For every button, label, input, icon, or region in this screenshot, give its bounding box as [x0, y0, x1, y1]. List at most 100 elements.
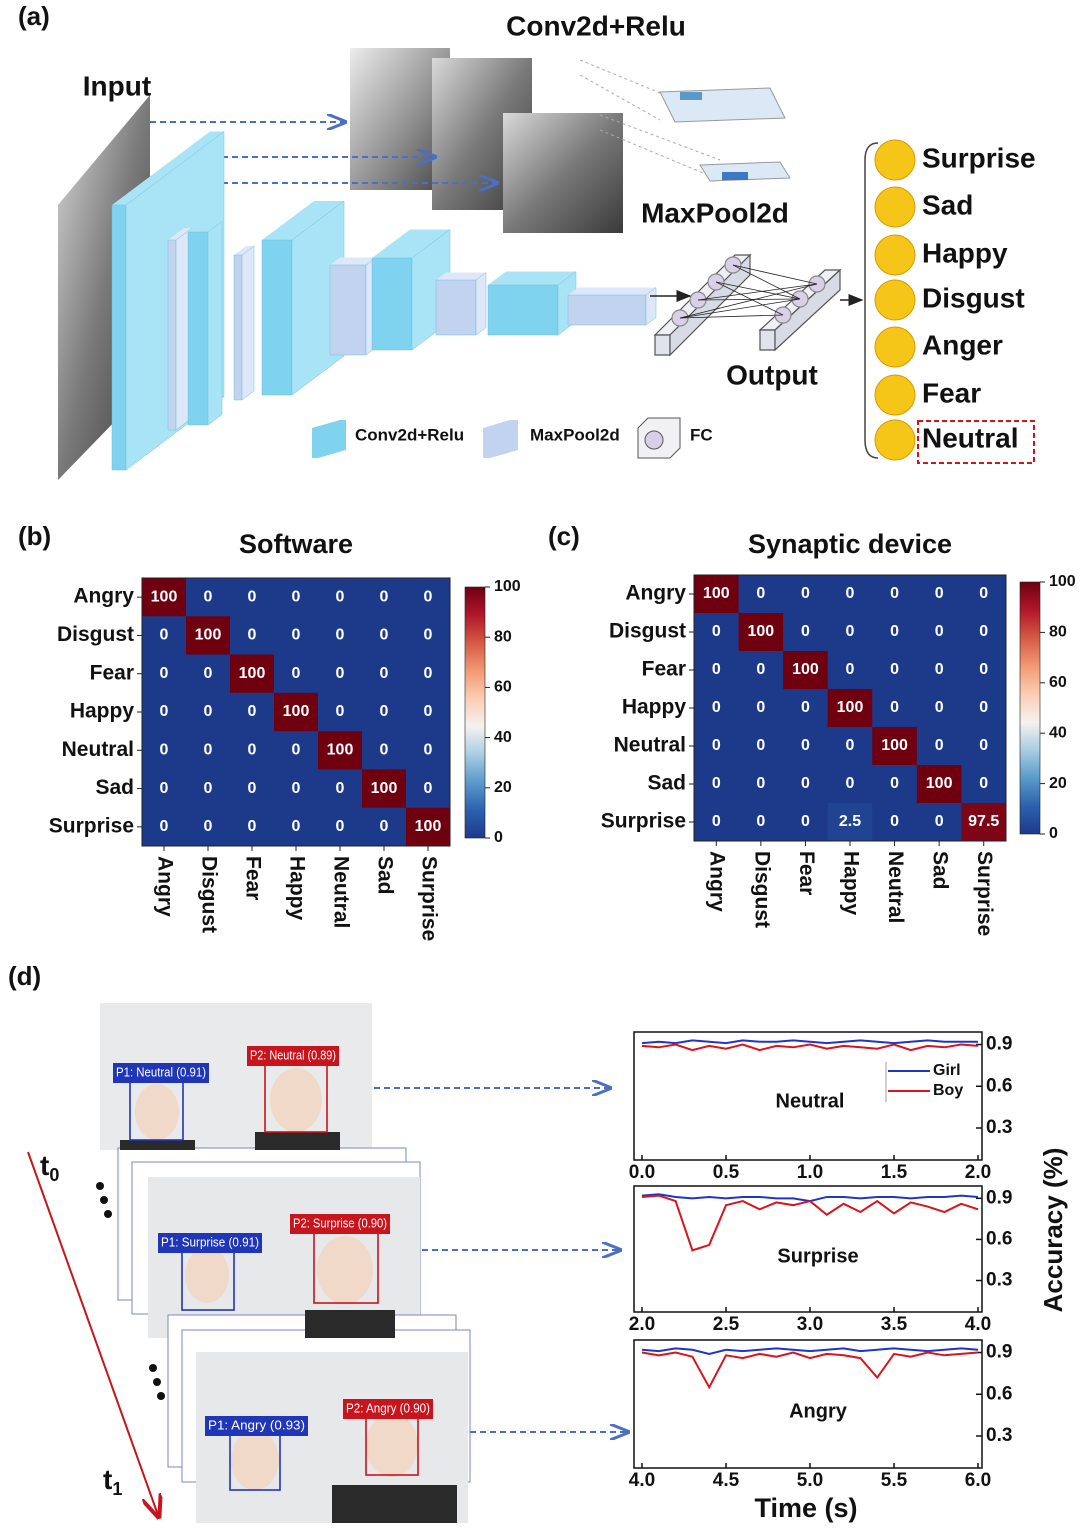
conv-title: Conv2d+Relu: [506, 10, 686, 41]
heatmap-cell: [406, 692, 451, 732]
heatmap-cell: [230, 654, 275, 694]
heatmap-cell: [827, 765, 873, 804]
heatmap-cell: [872, 613, 918, 652]
heatmap-cell: [783, 803, 829, 842]
heatmap-cell: [872, 575, 918, 614]
cell-label: 0: [712, 813, 721, 830]
heatmap-cell: [318, 731, 363, 770]
x-category: Fear: [795, 851, 818, 895]
colorbar-label: 0: [1049, 825, 1058, 842]
cell-label: 0: [712, 661, 721, 678]
x-tick-label: 3.0: [797, 1314, 823, 1335]
cell-label: 0: [979, 775, 988, 792]
heatmap-cell: [274, 654, 319, 694]
heatmap-cell: [961, 765, 1007, 804]
heatmap-cell: [274, 578, 319, 617]
output-label: Output: [726, 359, 818, 390]
x-tick-label: 2.0: [965, 1162, 991, 1183]
heatmap-cell: [142, 692, 187, 732]
heatmap-cell: [318, 769, 363, 809]
cell-label: 0: [380, 742, 389, 759]
series-line: [641, 1194, 979, 1252]
cell-label: 0: [712, 775, 721, 792]
x-category: Angry: [706, 851, 729, 912]
layer-top: [645, 287, 657, 326]
cell-label: 0: [424, 742, 433, 759]
plot-frame: [633, 1031, 983, 1161]
heatmap-cell: [142, 731, 187, 770]
colorbar-label: 40: [1049, 724, 1067, 741]
colorbar-label: 20: [494, 779, 512, 796]
cell-label: 100: [748, 623, 775, 640]
cell-label: 0: [935, 623, 944, 640]
heatmap-cell: [961, 727, 1007, 766]
cell-label: 0: [846, 775, 855, 792]
heatmap-cell: [872, 689, 918, 728]
colorbar: [464, 586, 486, 839]
cell-label: 97.5: [968, 813, 999, 830]
y-category: Angry: [73, 585, 134, 608]
cell-label: 0: [424, 665, 433, 682]
time-sub: 0: [49, 1165, 59, 1185]
arrows: [150, 122, 497, 183]
y-category: Happy: [622, 696, 687, 719]
cell-label: 0: [801, 737, 810, 754]
panel-label: (a): [18, 1, 50, 31]
time-marker: t0: [40, 1150, 59, 1184]
heatmap-cell: [738, 651, 784, 690]
x-category: Happy: [285, 856, 308, 921]
heatmap-cell: [142, 807, 187, 847]
heatmap-cell: [783, 651, 829, 690]
input-label: Input: [83, 70, 151, 101]
cell-label: 0: [160, 742, 169, 759]
cell-label: 0: [204, 780, 213, 797]
panel-label: (c): [548, 521, 580, 551]
cell-label: 0: [979, 585, 988, 602]
projection-lines: [579, 59, 791, 182]
heatmap-cell: [362, 807, 407, 847]
cell-label: 0: [756, 585, 765, 602]
heatmap-cell: [362, 692, 407, 732]
cell-label: 0: [979, 661, 988, 678]
cell-label: 0: [801, 623, 810, 640]
layer-side: [488, 271, 576, 285]
cell-label: 0: [979, 623, 988, 640]
cell-label: 0: [204, 703, 213, 720]
heatmap-cell: [916, 727, 962, 766]
cell-label: 0: [424, 780, 433, 797]
cell-label: 100: [837, 699, 864, 716]
emojis: [874, 139, 916, 461]
heatmap-cell: [186, 769, 231, 809]
chart-annotation: Angry: [789, 1400, 848, 1422]
feature-map: [503, 113, 623, 233]
x-category: Surprise: [973, 851, 996, 936]
heatmap-cell: [738, 575, 784, 614]
cell-label: 0: [712, 623, 721, 640]
bracket: [864, 142, 879, 459]
x-category: Disgust: [197, 856, 220, 933]
cell-label: 0: [336, 588, 345, 605]
cell-label: 0: [935, 737, 944, 754]
heatmap-cell: [362, 769, 407, 809]
cell-label: 100: [195, 627, 222, 644]
x-tick-label: 4.0: [629, 1470, 655, 1491]
heatmap-cell: [406, 731, 451, 770]
fc-layer: [650, 253, 864, 357]
y-category: Angry: [625, 582, 686, 605]
y-category: Disgust: [609, 620, 686, 643]
chart-annotation: Surprise: [777, 1245, 858, 1267]
colorbar-label: 60: [1049, 674, 1067, 691]
heatmap-cell: [872, 727, 918, 766]
cell-label: 0: [756, 699, 765, 716]
heatmap-cell: [961, 651, 1007, 690]
heatmap-cell: [142, 769, 187, 809]
face-label: P2: Angry (0.90): [346, 1400, 430, 1415]
heatmap-title: Synaptic device: [748, 529, 952, 559]
cell-label: 0: [424, 703, 433, 720]
heatmap-cell: [916, 689, 962, 728]
heatmap-cell: [274, 731, 319, 770]
heatmap-cell: [694, 651, 740, 690]
heatmap-cell: [916, 803, 962, 842]
x-tick-label: 1.5: [881, 1162, 908, 1183]
face-label-bg: [158, 1233, 262, 1253]
